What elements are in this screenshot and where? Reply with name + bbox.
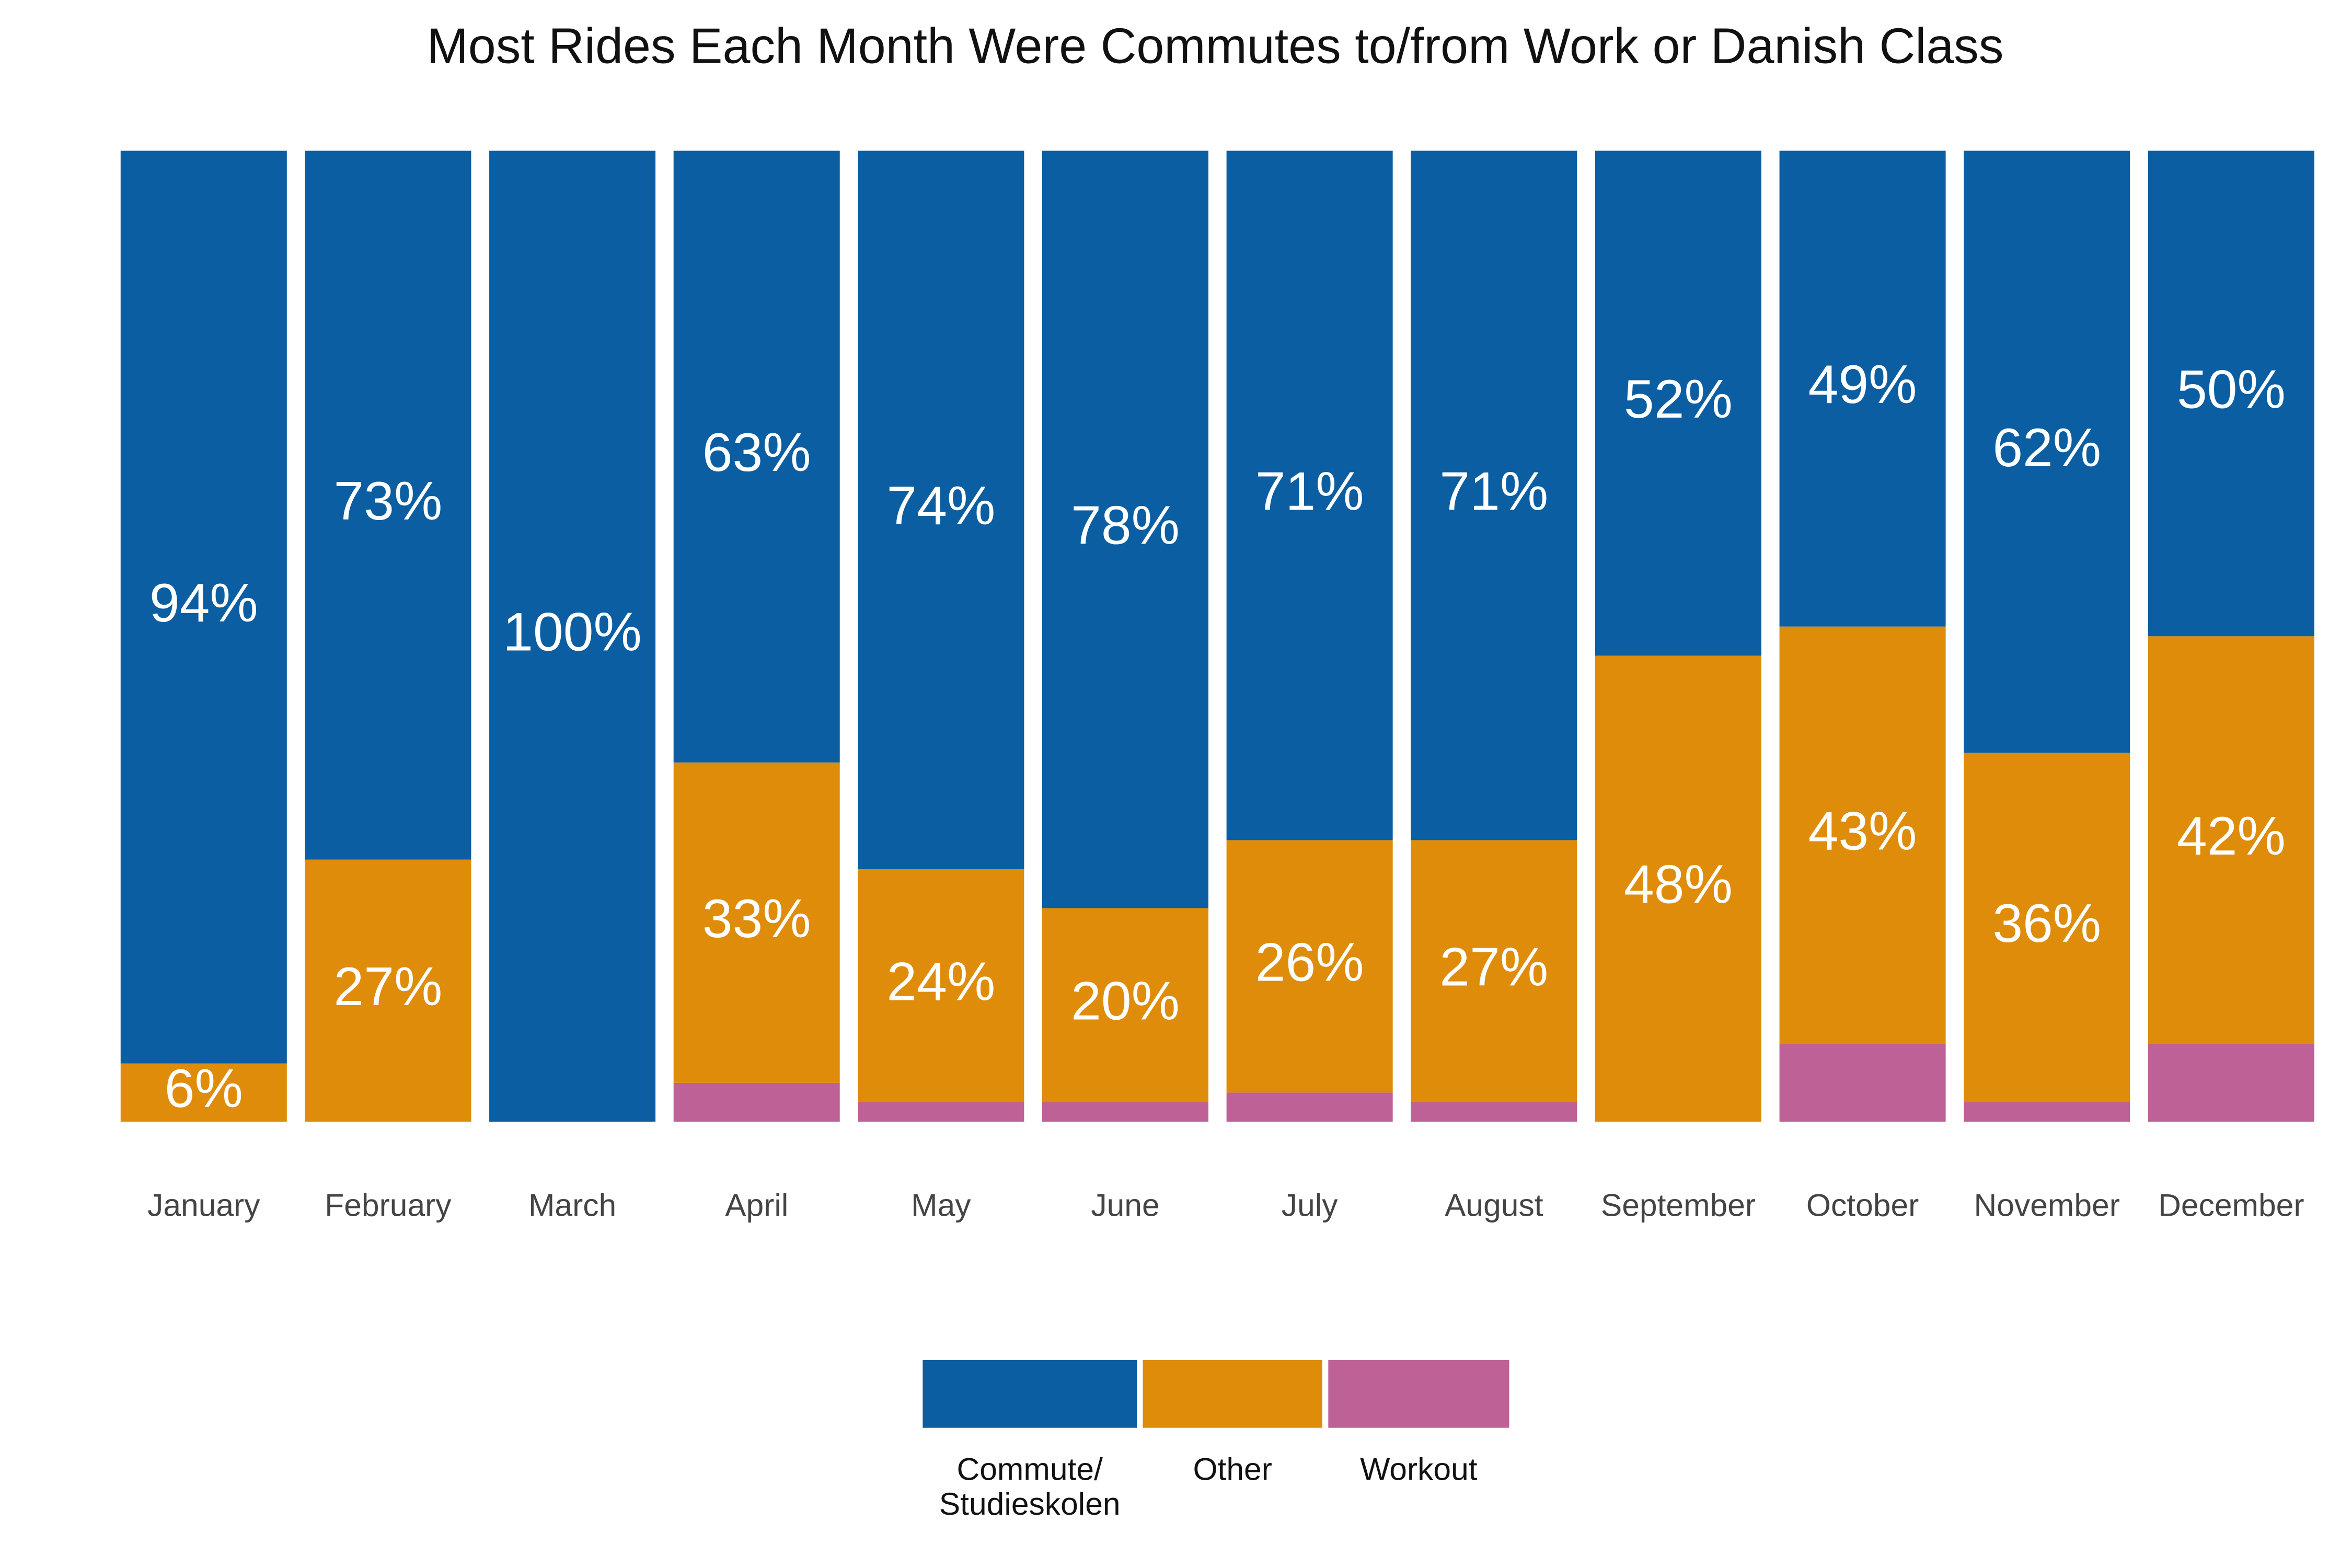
legend-label: Commute/Studieskolen bbox=[939, 1451, 1121, 1521]
data-label: 33% bbox=[702, 889, 811, 949]
x-tick-label: June bbox=[1091, 1187, 1159, 1223]
bar-segment bbox=[305, 859, 471, 1122]
data-label: 6% bbox=[165, 1058, 243, 1119]
bar-segment bbox=[1779, 626, 1946, 1044]
legend-label: Workout bbox=[1360, 1451, 1478, 1486]
data-label: 27% bbox=[334, 956, 443, 1017]
legend-swatch bbox=[923, 1359, 1137, 1428]
bar-segment bbox=[858, 869, 1024, 1102]
data-label: 36% bbox=[1992, 893, 2101, 954]
x-tick-label: January bbox=[147, 1187, 260, 1223]
data-label: 42% bbox=[2177, 806, 2286, 867]
chart-title: Most Rides Each Month Were Commutes to/f… bbox=[427, 18, 2004, 74]
bar-segment bbox=[1779, 151, 1946, 627]
legend-label: Other bbox=[1193, 1451, 1272, 1486]
bar-segment bbox=[1595, 151, 1761, 656]
bar-segment bbox=[673, 1082, 840, 1122]
x-tick-label: February bbox=[325, 1187, 452, 1223]
bar-segment bbox=[120, 1063, 287, 1122]
bar-segment bbox=[1411, 1102, 1577, 1122]
bar-segment bbox=[1964, 151, 2130, 753]
x-tick-label: July bbox=[1282, 1187, 1338, 1223]
bar-segment bbox=[489, 151, 656, 1122]
data-label: 100% bbox=[503, 602, 642, 663]
bar-segment bbox=[1042, 1102, 1209, 1122]
x-tick-label: November bbox=[1974, 1187, 2120, 1223]
bar-segment bbox=[1595, 655, 1761, 1122]
bar-segment bbox=[1226, 151, 1393, 840]
bar-segment bbox=[1964, 1102, 2130, 1122]
bar-segment bbox=[305, 151, 471, 860]
bar-segment bbox=[1964, 753, 2130, 1102]
bar-segment bbox=[1042, 908, 1209, 1102]
data-label: 94% bbox=[149, 573, 258, 633]
bar-segment bbox=[1779, 1044, 1946, 1122]
data-label: 73% bbox=[334, 471, 443, 532]
bar-segment bbox=[1226, 840, 1393, 1093]
bar-segment bbox=[1042, 151, 1209, 908]
data-label: 74% bbox=[886, 476, 995, 536]
data-label: 52% bbox=[1624, 369, 1733, 430]
x-tick-label: May bbox=[911, 1187, 971, 1223]
data-label: 71% bbox=[1255, 461, 1364, 522]
data-label: 62% bbox=[1992, 418, 2101, 478]
data-label: 50% bbox=[2177, 359, 2286, 420]
data-label: 27% bbox=[1439, 937, 1548, 998]
bar-segment bbox=[858, 1102, 1024, 1122]
bar-segment bbox=[673, 762, 840, 1083]
bar-segment bbox=[120, 151, 287, 1064]
legend-swatch bbox=[1143, 1359, 1322, 1428]
bar-segment bbox=[858, 151, 1024, 870]
bar-segment bbox=[1411, 151, 1577, 840]
bar-segment bbox=[2148, 636, 2314, 1044]
legend-swatch bbox=[1328, 1359, 1509, 1428]
data-label: 26% bbox=[1255, 932, 1364, 993]
data-label: 78% bbox=[1071, 495, 1180, 556]
data-label: 71% bbox=[1439, 461, 1548, 522]
x-tick-label: October bbox=[1806, 1187, 1919, 1223]
data-label: 48% bbox=[1624, 855, 1733, 915]
bar-segment bbox=[673, 151, 840, 763]
x-tick-label: April bbox=[725, 1187, 788, 1223]
data-label: 49% bbox=[1808, 354, 1917, 415]
x-tick-label: September bbox=[1601, 1187, 1756, 1223]
x-tick-label: December bbox=[2158, 1187, 2304, 1223]
bar-segment bbox=[2148, 1044, 2314, 1122]
bar-segment bbox=[1411, 840, 1577, 1102]
bar-segment bbox=[2148, 151, 2314, 637]
data-label: 20% bbox=[1071, 971, 1180, 1032]
x-tick-label: August bbox=[1445, 1187, 1543, 1223]
data-label: 24% bbox=[886, 952, 995, 1012]
bar-segment bbox=[1226, 1092, 1393, 1122]
data-label: 43% bbox=[1808, 801, 1917, 862]
data-label: 63% bbox=[702, 422, 811, 483]
x-tick-label: March bbox=[528, 1187, 616, 1223]
